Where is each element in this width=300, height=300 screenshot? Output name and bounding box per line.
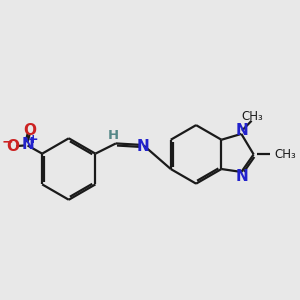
Text: CH₃: CH₃ — [275, 148, 296, 161]
Text: −: − — [2, 134, 13, 148]
Text: N: N — [137, 139, 149, 154]
Text: H: H — [107, 129, 118, 142]
Text: CH₃: CH₃ — [241, 110, 263, 123]
Text: N: N — [236, 123, 248, 138]
Text: O: O — [23, 123, 36, 138]
Text: N: N — [236, 169, 248, 184]
Text: N: N — [21, 137, 34, 152]
Text: +: + — [28, 133, 38, 146]
Text: O: O — [6, 139, 20, 154]
